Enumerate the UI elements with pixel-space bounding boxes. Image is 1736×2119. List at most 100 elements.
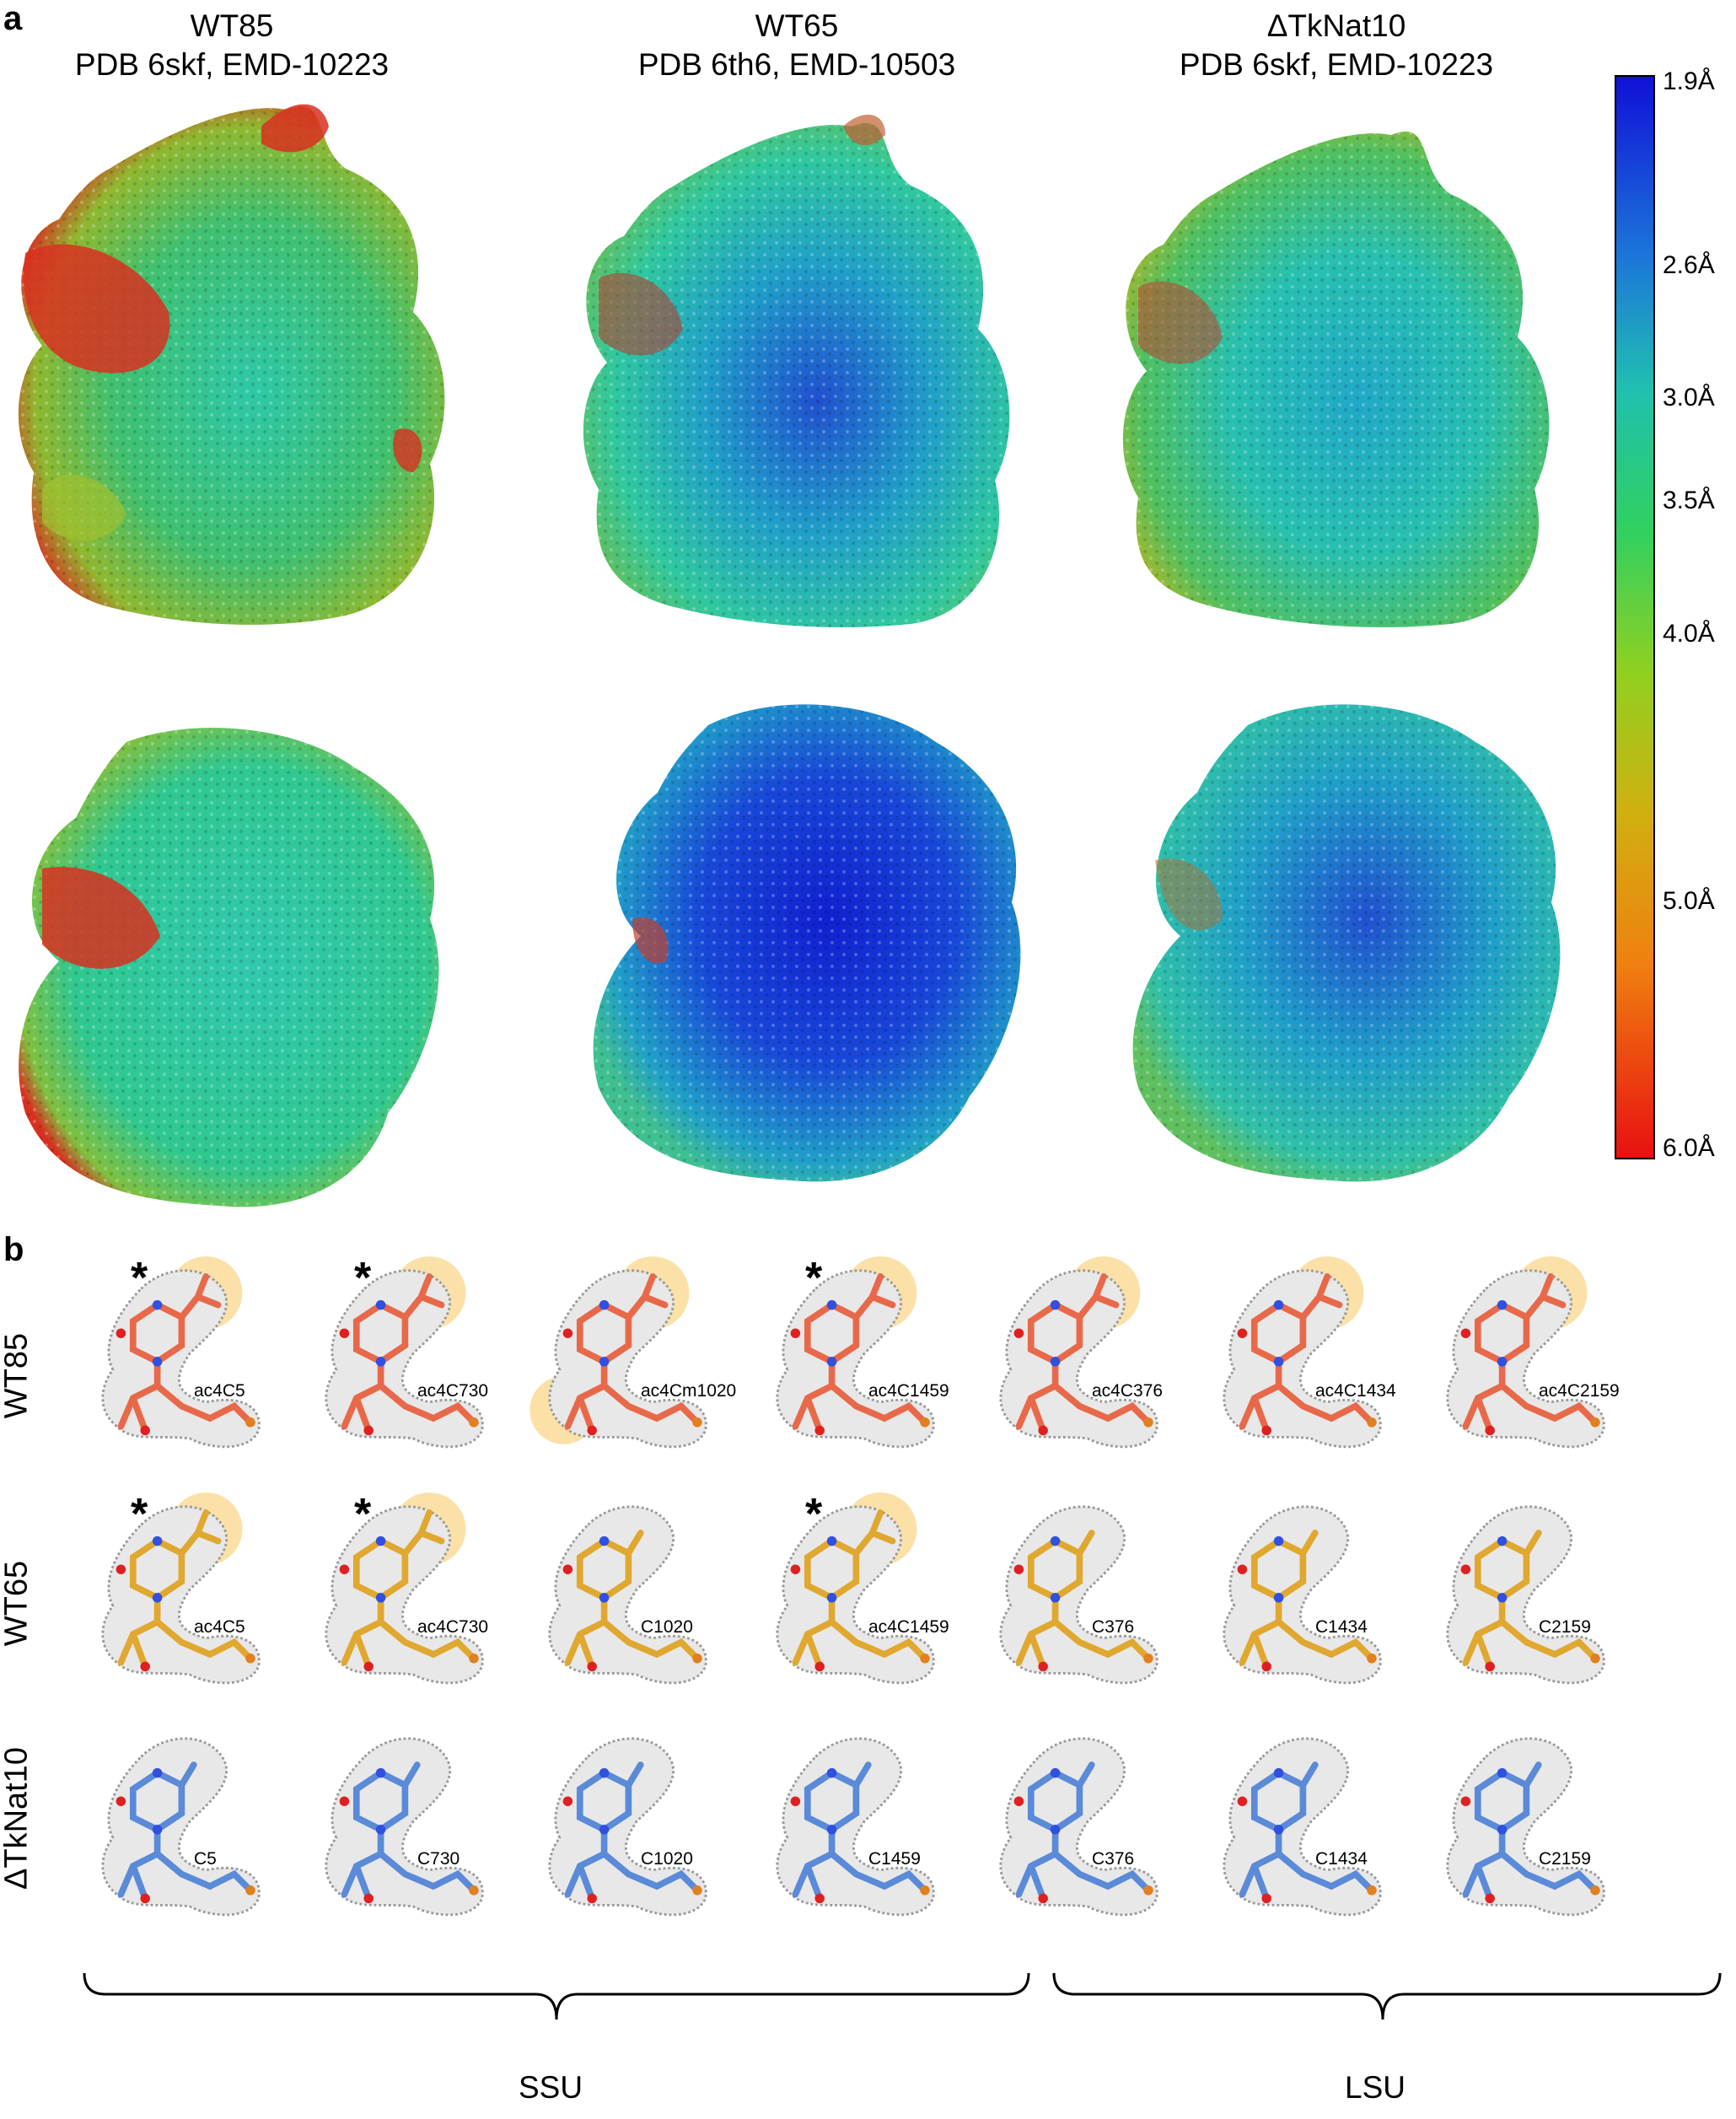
- structural-asterisk: *: [131, 1254, 148, 1303]
- atom-marker: [363, 1893, 374, 1904]
- atom-marker: [599, 1593, 610, 1603]
- atom-marker: [920, 1654, 930, 1664]
- atom-marker: [375, 1767, 386, 1778]
- structural-asterisk: *: [805, 1254, 823, 1303]
- atom-marker: [1261, 1425, 1271, 1436]
- atom-marker: [1013, 1564, 1024, 1574]
- nucleotide-model: [1446, 1737, 1605, 1917]
- residue-label: ac4C1434: [1315, 1381, 1396, 1401]
- atom-marker: [587, 1893, 597, 1904]
- atom-marker: [1237, 1564, 1248, 1574]
- column-ids: PDB 6th6, EMD-10503: [637, 47, 956, 82]
- backbone-sticks: [1239, 1761, 1375, 1902]
- atom-marker: [1050, 1825, 1061, 1835]
- residue-label: C2159: [1539, 1849, 1591, 1869]
- atom-marker: [1367, 1654, 1377, 1664]
- atom-marker: [1460, 1564, 1471, 1574]
- atom-marker: [1143, 1885, 1153, 1896]
- column-name: WT85: [190, 8, 274, 43]
- residue-label: ac4C1459: [868, 1381, 949, 1401]
- atom-marker: [692, 1885, 702, 1896]
- atom-marker: [1485, 1661, 1495, 1672]
- residue-label: C1459: [868, 1849, 921, 1869]
- atom-marker: [363, 1661, 374, 1672]
- atom-marker: [920, 1417, 930, 1428]
- scale-label: 3.5Å: [1663, 487, 1715, 514]
- backbone-sticks: [1015, 1273, 1152, 1434]
- atom-marker: [1497, 1357, 1508, 1367]
- atom-marker: [1038, 1661, 1048, 1672]
- atom-marker: [587, 1661, 597, 1672]
- ssu-brace: [83, 1972, 1030, 2020]
- backbone-sticks: [341, 1273, 477, 1434]
- atom-marker: [826, 1593, 837, 1603]
- nucleotide-model: [325, 1492, 484, 1685]
- atom-marker: [599, 1357, 610, 1367]
- atom-marker: [814, 1661, 825, 1672]
- atom-marker: [599, 1825, 610, 1835]
- backbone-sticks: [564, 1761, 701, 1902]
- atom-marker: [469, 1654, 479, 1664]
- residue-label: ac4C5: [194, 1381, 245, 1401]
- column-name: WT65: [755, 8, 839, 43]
- atom-marker: [152, 1535, 163, 1546]
- structural-asterisk: *: [131, 1490, 148, 1539]
- atom-marker: [692, 1417, 702, 1428]
- backbone-sticks: [1015, 1761, 1152, 1902]
- nucleotide-model: [999, 1256, 1158, 1449]
- backbone-sticks: [117, 1273, 254, 1434]
- backbone-sticks: [564, 1530, 701, 1670]
- nucleotide-model: [1446, 1505, 1605, 1685]
- density-map-wt65-top: [583, 115, 1010, 627]
- backbone-sticks: [564, 1273, 701, 1434]
- atom-marker: [1143, 1654, 1153, 1664]
- residue-label: C1434: [1315, 1617, 1368, 1637]
- atom-marker: [140, 1893, 150, 1904]
- nucleotide-model: [101, 1737, 261, 1917]
- residue-label: ac4C1459: [868, 1617, 949, 1637]
- density-map-dtknat10-bottom: [1132, 704, 1561, 1182]
- backbone-sticks: [792, 1273, 928, 1434]
- backbone-sticks: [1239, 1530, 1375, 1670]
- atom-marker: [599, 1767, 610, 1778]
- structural-asterisk: *: [354, 1490, 372, 1539]
- atom-marker: [826, 1299, 837, 1310]
- atom-marker: [469, 1885, 479, 1896]
- atom-marker: [152, 1593, 163, 1603]
- atom-marker: [1460, 1328, 1471, 1338]
- backbone-sticks: [1015, 1530, 1152, 1670]
- atom-marker: [375, 1357, 386, 1367]
- atom-marker: [375, 1535, 386, 1546]
- residue-label: ac4C376: [1092, 1381, 1164, 1401]
- atom-marker: [375, 1299, 386, 1310]
- column-title-wt65: WT65 PDB 6th6, EMD-10503: [569, 7, 1024, 84]
- atom-marker: [469, 1417, 479, 1428]
- backbone-sticks: [117, 1761, 254, 1902]
- column-ids: PDB 6skf, EMD-10223: [74, 47, 390, 82]
- atom-marker: [1460, 1796, 1471, 1806]
- atom-marker: [1050, 1357, 1061, 1367]
- density-map-dtknat10-top: [1122, 132, 1550, 627]
- atom-marker: [1273, 1299, 1284, 1310]
- atom-marker: [1237, 1328, 1248, 1338]
- atom-marker: [1038, 1425, 1048, 1436]
- nucleotide-model: [325, 1256, 484, 1449]
- nucleotide-model: [1446, 1256, 1605, 1449]
- nucleotide-model: [776, 1256, 935, 1449]
- scale-label: 6.0Å: [1663, 1134, 1715, 1162]
- residue-label: C1020: [641, 1849, 693, 1869]
- atom-marker: [1273, 1593, 1284, 1603]
- residue-label: ac4C2159: [1539, 1381, 1620, 1401]
- atom-marker: [152, 1357, 163, 1367]
- atom-marker: [152, 1767, 163, 1778]
- scale-label: 5.0Å: [1663, 887, 1715, 915]
- atom-marker: [1013, 1328, 1024, 1338]
- residue-label: ac4Cm1020: [641, 1381, 737, 1401]
- atom-marker: [363, 1425, 374, 1436]
- nucleotide-model: [548, 1505, 707, 1685]
- atom-marker: [245, 1654, 255, 1664]
- nucleotide-model: [776, 1492, 935, 1685]
- atom-marker: [1367, 1885, 1377, 1896]
- atom-marker: [1273, 1825, 1284, 1835]
- backbone-sticks: [792, 1509, 928, 1670]
